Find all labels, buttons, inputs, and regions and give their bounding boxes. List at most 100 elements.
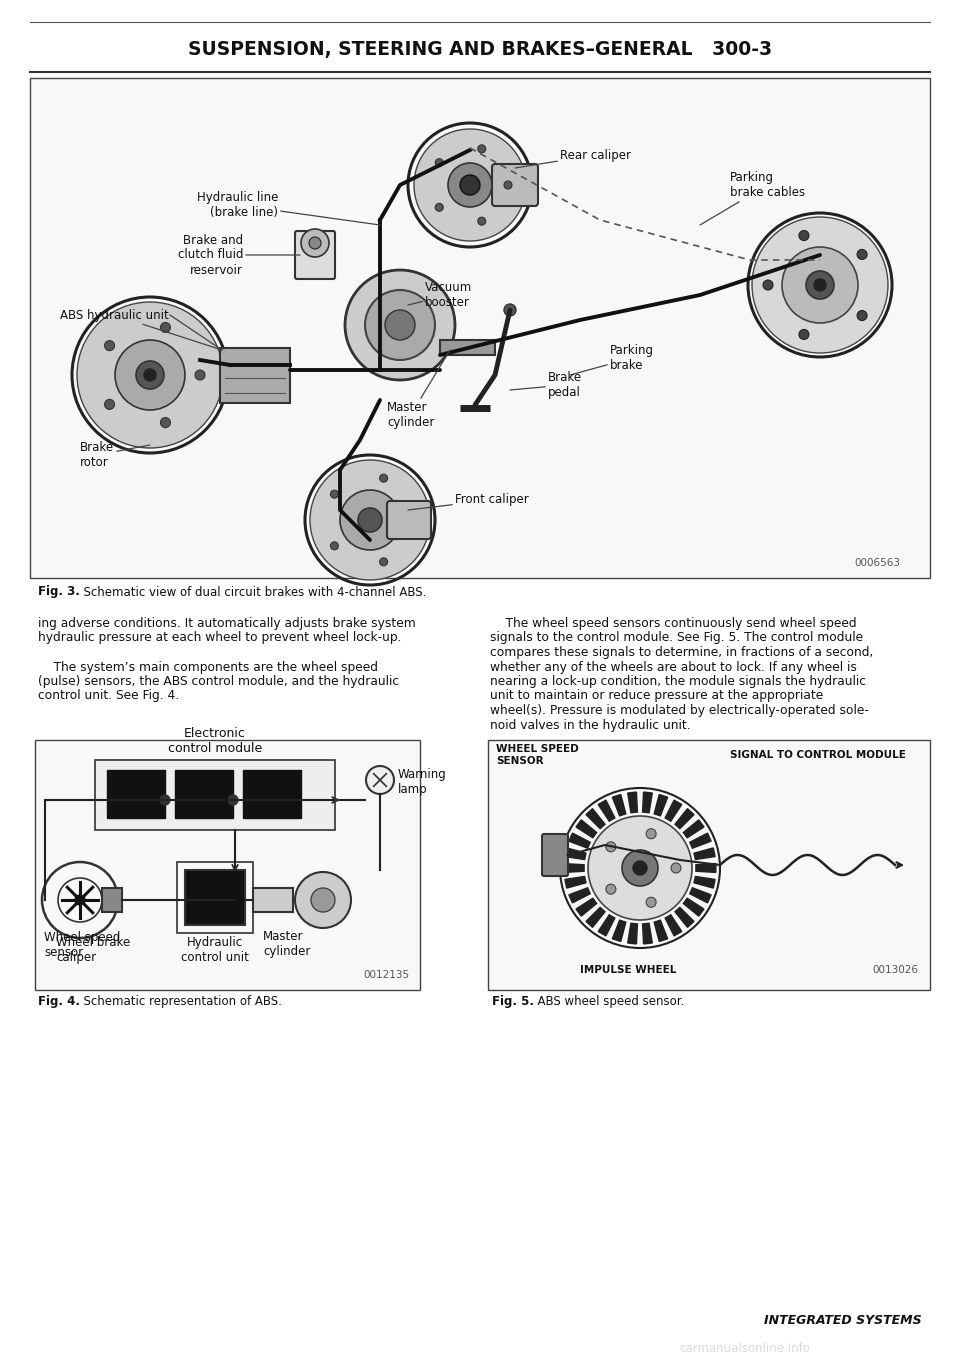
Polygon shape <box>694 848 715 859</box>
Text: INTEGRATED SYSTEMS: INTEGRATED SYSTEMS <box>764 1314 922 1327</box>
Circle shape <box>330 490 339 498</box>
Text: compares these signals to determine, in fractions of a second,: compares these signals to determine, in … <box>490 646 874 660</box>
Circle shape <box>366 765 394 794</box>
Bar <box>95 760 335 830</box>
Polygon shape <box>612 920 626 942</box>
Circle shape <box>345 270 455 380</box>
Text: Parking
brake: Parking brake <box>570 345 654 375</box>
Text: WHEEL SPEED
SENSOR: WHEEL SPEED SENSOR <box>496 744 579 765</box>
Text: nearing a lock-up condition, the module signals the hydraulic: nearing a lock-up condition, the module … <box>490 674 866 688</box>
Circle shape <box>814 280 826 290</box>
Polygon shape <box>569 833 590 848</box>
Circle shape <box>588 816 692 920</box>
Bar <box>253 887 293 912</box>
Bar <box>102 887 122 912</box>
FancyBboxPatch shape <box>492 164 538 206</box>
Text: whether any of the wheels are about to lock. If any wheel is: whether any of the wheels are about to l… <box>490 661 857 673</box>
Text: Brake and
clutch fluid
reservoir: Brake and clutch fluid reservoir <box>178 233 300 277</box>
Text: Warning
lamp: Warning lamp <box>398 768 446 797</box>
Text: IMPULSE WHEEL: IMPULSE WHEEL <box>580 965 677 974</box>
Polygon shape <box>564 877 586 887</box>
Text: Wheel speed
sensor: Wheel speed sensor <box>44 931 120 959</box>
Circle shape <box>136 361 164 389</box>
Circle shape <box>857 311 867 320</box>
Polygon shape <box>642 923 653 944</box>
Circle shape <box>160 323 171 332</box>
Circle shape <box>115 341 185 410</box>
Bar <box>488 740 930 991</box>
Polygon shape <box>642 792 653 813</box>
Text: control unit. See Fig. 4.: control unit. See Fig. 4. <box>38 689 180 703</box>
Polygon shape <box>628 923 637 944</box>
Circle shape <box>435 204 444 212</box>
Text: carmanualsonline.info: carmanualsonline.info <box>679 1342 810 1354</box>
Text: ing adverse conditions. It automatically adjusts brake system: ing adverse conditions. It automatically… <box>38 617 416 630</box>
Polygon shape <box>564 863 584 873</box>
Circle shape <box>504 180 512 189</box>
Polygon shape <box>586 908 605 927</box>
Text: SUSPENSION, STEERING AND BRAKES–GENERAL   300-3: SUSPENSION, STEERING AND BRAKES–GENERAL … <box>188 41 772 60</box>
Circle shape <box>77 303 223 448</box>
Bar <box>177 862 253 934</box>
Circle shape <box>448 163 492 208</box>
Circle shape <box>340 490 400 550</box>
Text: ABS wheel speed sensor.: ABS wheel speed sensor. <box>530 996 684 1008</box>
Circle shape <box>228 795 238 805</box>
Text: noid valves in the hydraulic unit.: noid valves in the hydraulic unit. <box>490 718 690 731</box>
Bar <box>220 347 290 403</box>
Circle shape <box>646 829 656 839</box>
Text: Front caliper: Front caliper <box>408 494 529 510</box>
FancyBboxPatch shape <box>295 231 335 280</box>
Circle shape <box>365 290 435 360</box>
Circle shape <box>504 304 516 316</box>
Circle shape <box>414 129 526 242</box>
Circle shape <box>311 887 335 912</box>
Circle shape <box>857 250 867 259</box>
Polygon shape <box>586 809 605 829</box>
Circle shape <box>105 399 114 410</box>
Circle shape <box>782 247 858 323</box>
Text: Hydraulic line
(brake line): Hydraulic line (brake line) <box>197 191 380 225</box>
Polygon shape <box>694 877 715 887</box>
Circle shape <box>330 541 339 550</box>
Text: hydraulic pressure at each wheel to prevent wheel lock-up.: hydraulic pressure at each wheel to prev… <box>38 631 401 645</box>
Text: Master
cylinder: Master cylinder <box>263 930 310 958</box>
Polygon shape <box>684 898 704 916</box>
Circle shape <box>478 217 486 225</box>
Polygon shape <box>576 898 597 916</box>
Circle shape <box>160 418 171 427</box>
Text: Fig. 4.: Fig. 4. <box>38 996 80 1008</box>
Polygon shape <box>598 801 614 821</box>
Text: The wheel speed sensors continuously send wheel speed: The wheel speed sensors continuously sen… <box>490 617 856 630</box>
Text: wheel(s). Pressure is modulated by electrically-operated sole-: wheel(s). Pressure is modulated by elect… <box>490 704 869 716</box>
Polygon shape <box>612 794 626 816</box>
Circle shape <box>799 231 809 240</box>
Text: unit to maintain or reduce pressure at the appropriate: unit to maintain or reduce pressure at t… <box>490 689 824 703</box>
Circle shape <box>105 341 114 350</box>
Text: Parking
brake cables: Parking brake cables <box>700 171 805 225</box>
FancyBboxPatch shape <box>387 501 431 539</box>
Polygon shape <box>569 887 590 902</box>
Text: Wheel brake
caliper: Wheel brake caliper <box>56 936 131 963</box>
Bar <box>243 769 301 818</box>
Circle shape <box>301 229 329 256</box>
Circle shape <box>379 558 388 566</box>
Polygon shape <box>689 887 711 902</box>
Bar <box>185 870 245 925</box>
Polygon shape <box>598 915 614 936</box>
Circle shape <box>358 508 382 532</box>
Text: Rear caliper: Rear caliper <box>515 148 631 168</box>
Polygon shape <box>654 920 667 942</box>
Text: The system’s main components are the wheel speed: The system’s main components are the whe… <box>38 661 378 673</box>
Text: Schematic view of dual circuit brakes with 4-channel ABS.: Schematic view of dual circuit brakes wi… <box>76 585 426 598</box>
Circle shape <box>671 863 681 873</box>
Text: Fig. 3.: Fig. 3. <box>38 585 80 598</box>
Polygon shape <box>628 792 637 813</box>
Circle shape <box>410 516 418 524</box>
Bar <box>30 77 930 578</box>
Text: signals to the control module. See Fig. 5. The control module: signals to the control module. See Fig. … <box>490 631 863 645</box>
Circle shape <box>606 841 616 852</box>
Polygon shape <box>576 820 597 837</box>
Circle shape <box>763 280 773 290</box>
Circle shape <box>160 795 170 805</box>
